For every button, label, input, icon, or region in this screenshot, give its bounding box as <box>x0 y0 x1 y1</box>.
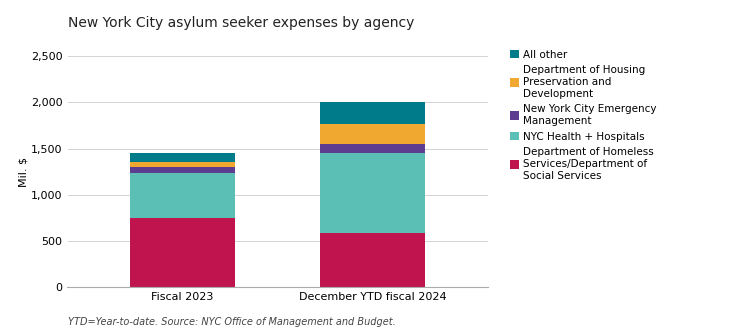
Bar <box>320 153 425 233</box>
Bar <box>130 162 235 167</box>
Bar <box>130 218 235 287</box>
Legend: All other, Department of Housing
Preservation and
Development, New York City Eme: All other, Department of Housing Preserv… <box>509 50 656 181</box>
Bar <box>320 233 425 287</box>
Text: New York City asylum seeker expenses by agency: New York City asylum seeker expenses by … <box>68 16 414 30</box>
Bar <box>130 167 235 173</box>
Bar <box>320 102 425 124</box>
Text: YTD=Year-to-date. Source: NYC Office of Management and Budget.: YTD=Year-to-date. Source: NYC Office of … <box>68 317 395 327</box>
Bar <box>320 124 425 144</box>
Bar <box>130 153 235 162</box>
Y-axis label: Mil. $: Mil. $ <box>18 157 28 186</box>
Bar <box>130 173 235 218</box>
Bar <box>320 144 425 153</box>
